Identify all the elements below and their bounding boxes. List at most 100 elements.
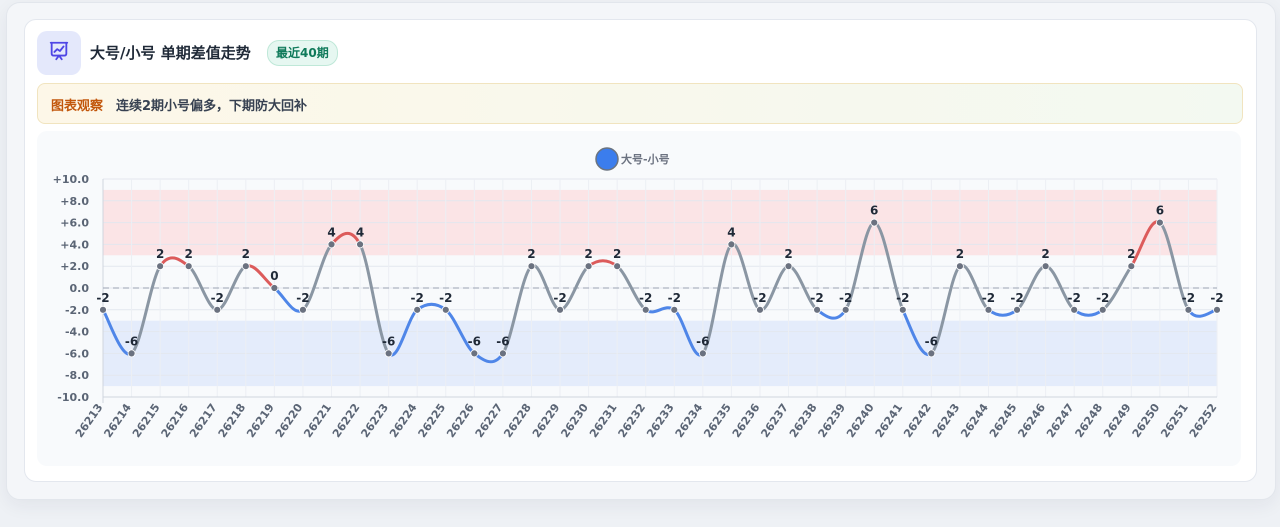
- x-tick-label: 26220: [273, 401, 306, 440]
- data-label: -6: [382, 334, 395, 348]
- x-tick-label: 26241: [873, 401, 906, 440]
- data-point[interactable]: [1184, 305, 1193, 314]
- period-badge: 最近40期: [267, 40, 338, 66]
- data-label: -2: [96, 291, 109, 305]
- x-tick-label: 26229: [530, 401, 563, 440]
- data-point[interactable]: [384, 349, 393, 358]
- data-point[interactable]: [727, 240, 736, 249]
- data-label: -2: [1096, 291, 1109, 305]
- data-point[interactable]: [413, 305, 422, 314]
- x-tick-label: 26223: [358, 401, 391, 440]
- x-tick-label: 26225: [416, 401, 449, 440]
- data-point[interactable]: [870, 218, 879, 227]
- x-tick-label: 26252: [1187, 401, 1220, 440]
- presentation-chart-icon: [48, 40, 70, 66]
- header-icon-box: [37, 31, 81, 75]
- data-point[interactable]: [1213, 305, 1221, 314]
- data-point[interactable]: [613, 262, 622, 271]
- x-tick-label: 26226: [444, 401, 477, 440]
- data-point[interactable]: [698, 349, 707, 358]
- data-point[interactable]: [784, 262, 793, 271]
- chart-area: -10.0 -8.0 -6.0 -4.0 -2.0 0.0 +2.0 +4.0 +6.0 +8.0…: [37, 131, 1241, 466]
- data-label: -2: [1182, 291, 1195, 305]
- data-point[interactable]: [956, 262, 964, 271]
- x-tick-label: 26245: [987, 401, 1020, 440]
- data-label: 2: [527, 247, 535, 261]
- x-tick-label: 26213: [73, 401, 106, 440]
- data-label: 2: [1041, 247, 1049, 261]
- x-tick-label: 26235: [701, 401, 734, 440]
- data-point[interactable]: [841, 305, 850, 314]
- data-point[interactable]: [813, 305, 822, 314]
- series-line-segment: [501, 264, 533, 355]
- data-label: -6: [496, 334, 509, 348]
- data-point[interactable]: [670, 305, 679, 314]
- data-point[interactable]: [99, 305, 107, 314]
- data-label: -2: [1010, 291, 1023, 305]
- x-tick-label: 26237: [758, 401, 791, 440]
- data-point[interactable]: [1013, 305, 1021, 314]
- data-point[interactable]: [584, 262, 593, 271]
- data-point[interactable]: [299, 305, 307, 314]
- data-point[interactable]: [756, 305, 764, 314]
- series-line-segment: [986, 308, 1019, 317]
- data-label: -2: [639, 291, 652, 305]
- x-tick-label: 26233: [644, 401, 677, 440]
- x-tick-label: 26243: [930, 401, 963, 440]
- legend-swatch[interactable]: [595, 147, 619, 171]
- data-label: 4: [356, 225, 364, 239]
- data-label: -6: [696, 334, 709, 348]
- x-tick-label: 26238: [787, 401, 820, 440]
- difference-line-chart: -10.0 -8.0 -6.0 -4.0 -2.0 0.0 +2.0 +4.0 +6.0 +8.0…: [53, 147, 1224, 440]
- series-line-segment: [1072, 308, 1105, 317]
- x-tick-label: 26249: [1101, 401, 1134, 440]
- data-label: 2: [784, 247, 792, 261]
- data-point[interactable]: [127, 349, 136, 358]
- data-point[interactable]: [327, 240, 336, 249]
- data-point[interactable]: [1155, 218, 1164, 227]
- data-point[interactable]: [984, 305, 993, 314]
- data-label: -2: [553, 291, 566, 305]
- observation-text: 连续2期小号偏多，下期防大回补: [116, 99, 308, 114]
- x-tick-label: 26248: [1073, 401, 1106, 440]
- data-label: -2: [810, 291, 823, 305]
- data-point[interactable]: [156, 262, 165, 271]
- x-tick-label: 26230: [558, 401, 591, 440]
- data-label: -2: [296, 291, 309, 305]
- data-point[interactable]: [213, 305, 222, 314]
- y-tick-label: -4.0: [65, 326, 89, 339]
- y-tick-label: +4.0: [60, 238, 89, 251]
- data-point[interactable]: [898, 305, 907, 314]
- x-tick-label: 26240: [844, 401, 877, 440]
- data-point[interactable]: [1127, 262, 1136, 271]
- x-tick-label: 26217: [187, 401, 220, 440]
- data-point[interactable]: [641, 305, 650, 314]
- data-point[interactable]: [1041, 262, 1050, 271]
- legend-label[interactable]: 大号-小号: [621, 152, 670, 166]
- data-point[interactable]: [184, 262, 193, 271]
- data-point[interactable]: [556, 305, 564, 314]
- series-line-segment: [587, 259, 619, 268]
- data-point[interactable]: [927, 349, 936, 358]
- x-tick-label: 26251: [1158, 401, 1191, 440]
- x-tick-label: 26250: [1130, 401, 1163, 440]
- data-point[interactable]: [470, 349, 479, 358]
- x-tick-label: 26216: [159, 401, 192, 440]
- x-tick-label: 26232: [616, 401, 649, 440]
- x-tick-label: 26222: [330, 401, 363, 440]
- y-tick-label: -6.0: [65, 347, 89, 360]
- data-point[interactable]: [241, 262, 250, 271]
- data-label: 2: [156, 247, 164, 261]
- x-tick-label: 26242: [901, 401, 934, 440]
- chart-legend[interactable]: 大号-小号: [595, 147, 670, 171]
- data-point[interactable]: [441, 305, 450, 314]
- data-point[interactable]: [1098, 305, 1107, 314]
- data-point[interactable]: [270, 284, 279, 292]
- x-tick-label: 26244: [958, 401, 991, 440]
- x-tick-label: 26228: [501, 401, 534, 440]
- series-line-segment: [301, 242, 334, 312]
- data-point[interactable]: [498, 349, 507, 358]
- data-point[interactable]: [527, 262, 536, 271]
- data-point[interactable]: [356, 240, 364, 249]
- data-point[interactable]: [1070, 305, 1079, 314]
